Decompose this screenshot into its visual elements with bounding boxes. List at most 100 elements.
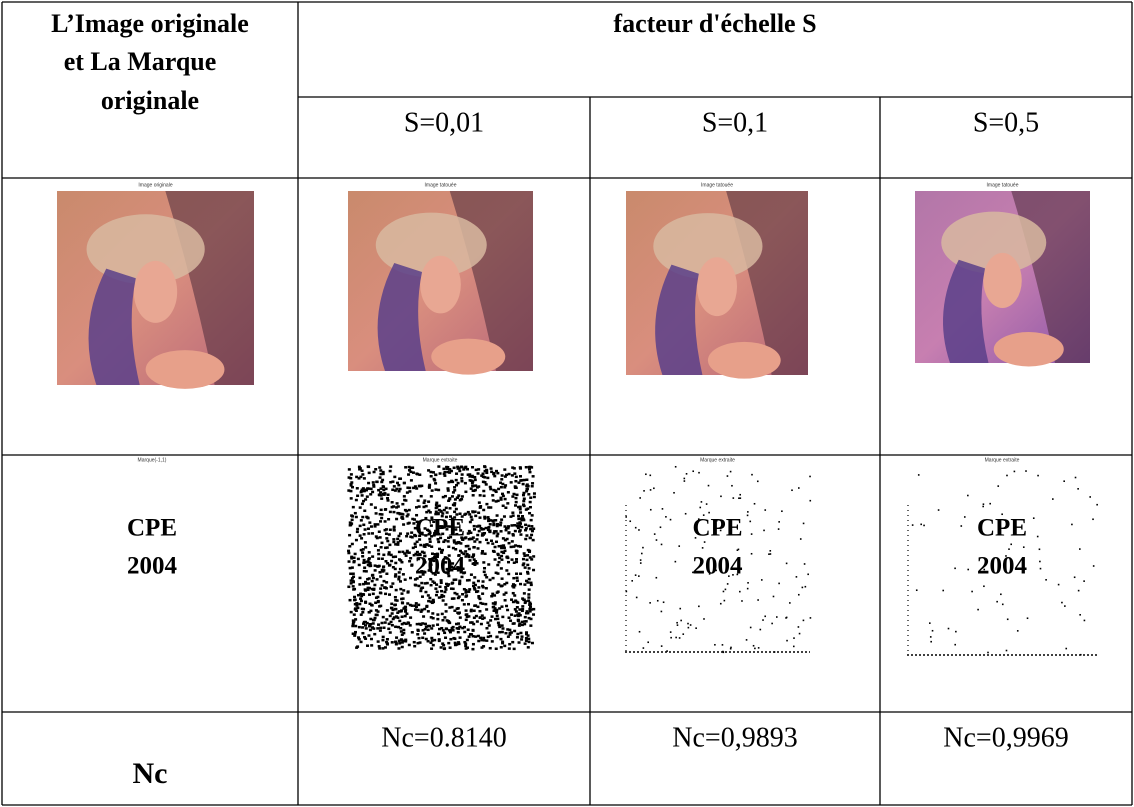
noise-dot bbox=[639, 631, 641, 633]
page: L’Image originale et La Marque originale… bbox=[0, 0, 1134, 807]
noise-dot bbox=[409, 557, 412, 560]
noise-dot bbox=[778, 583, 780, 585]
noise-dot bbox=[447, 481, 450, 484]
noise-dot bbox=[377, 553, 380, 556]
noise-dot bbox=[920, 524, 922, 526]
noise-dot bbox=[504, 507, 507, 510]
noise-dot bbox=[408, 551, 411, 554]
noise-dot bbox=[488, 624, 491, 627]
noise-dot bbox=[1065, 648, 1067, 650]
noise-dot bbox=[754, 648, 756, 650]
noise-dot bbox=[397, 541, 400, 544]
watermark: CPE2004 bbox=[907, 470, 1098, 655]
noise-dot bbox=[371, 555, 374, 558]
mark-caption: Marque extraite bbox=[985, 457, 1020, 463]
noise-dot bbox=[472, 511, 475, 514]
noise-dot bbox=[385, 618, 388, 621]
noise-dot bbox=[489, 506, 492, 509]
noise-dot bbox=[365, 627, 368, 630]
noise-dot bbox=[479, 494, 482, 497]
noise-dot bbox=[461, 593, 464, 596]
noise-dot bbox=[384, 593, 387, 596]
noise-dot bbox=[414, 584, 417, 587]
noise-dot bbox=[430, 627, 433, 630]
photo-content bbox=[653, 191, 808, 379]
noise-dot bbox=[355, 539, 358, 542]
noise-dot bbox=[521, 635, 524, 638]
noise-dot bbox=[354, 603, 357, 606]
noise-dot bbox=[478, 598, 481, 601]
noise-dot bbox=[365, 570, 368, 573]
noise-dot bbox=[1040, 568, 1042, 570]
noise-dot bbox=[361, 626, 364, 629]
noise-dot bbox=[478, 516, 481, 519]
noise-dot bbox=[437, 489, 440, 492]
noise-dot bbox=[392, 511, 395, 514]
noise-dot bbox=[764, 509, 766, 511]
noise-dot bbox=[355, 476, 358, 479]
noise-dot bbox=[469, 479, 472, 482]
noise-dot bbox=[522, 519, 525, 522]
noise-dot bbox=[431, 489, 434, 492]
noise-dot bbox=[473, 609, 476, 612]
watermark: CPE2004 bbox=[625, 466, 811, 653]
noise-dot bbox=[410, 531, 413, 534]
noise-dot bbox=[497, 561, 500, 564]
noise-dot bbox=[660, 526, 662, 528]
noise-dot bbox=[383, 627, 386, 630]
noise-dot bbox=[489, 523, 492, 526]
noise-dot bbox=[398, 642, 401, 645]
noise-dot bbox=[368, 472, 371, 475]
noise-dot bbox=[380, 497, 383, 500]
noise-dot bbox=[420, 495, 423, 498]
corner-header: et La Marque bbox=[64, 47, 217, 76]
noise-dot bbox=[499, 481, 502, 484]
noise-dot bbox=[518, 608, 521, 611]
noise-dot bbox=[447, 545, 450, 548]
noise-dot bbox=[476, 606, 479, 609]
noise-dot bbox=[399, 559, 402, 562]
noise-dot bbox=[395, 518, 398, 521]
noise-dot bbox=[430, 637, 433, 640]
noise-dot bbox=[354, 512, 357, 515]
noise-dot bbox=[515, 601, 518, 604]
noise-dot bbox=[356, 607, 359, 610]
noise-dot bbox=[657, 600, 659, 602]
noise-dot bbox=[526, 564, 529, 567]
noise-dot bbox=[419, 590, 422, 593]
noise-dot bbox=[348, 560, 351, 563]
noise-dot bbox=[403, 482, 406, 485]
noise-dot bbox=[355, 516, 358, 519]
column-header: S=0,1 bbox=[702, 107, 768, 138]
noise-dot bbox=[380, 509, 383, 512]
noise-dot bbox=[436, 623, 439, 626]
noise-dot bbox=[385, 641, 388, 644]
noise-dot bbox=[370, 644, 373, 647]
noise-dot bbox=[680, 620, 682, 622]
noise-dot bbox=[353, 599, 356, 602]
noise-dot bbox=[528, 471, 531, 474]
noise-dot bbox=[482, 580, 485, 583]
noise-dot bbox=[1052, 498, 1054, 500]
noise-dot bbox=[786, 617, 788, 619]
noise-dot bbox=[523, 592, 526, 595]
noise-dot bbox=[419, 641, 422, 644]
noise-dot bbox=[455, 479, 458, 482]
noise-dot bbox=[360, 600, 363, 603]
noise-dot bbox=[371, 574, 374, 577]
noise-dot bbox=[416, 629, 419, 632]
noise-dot bbox=[513, 648, 516, 651]
noise-dot bbox=[448, 471, 451, 474]
noise-dot bbox=[503, 486, 506, 489]
noise-dot bbox=[727, 475, 729, 477]
noise-dot bbox=[798, 487, 800, 489]
image-caption: Image originale bbox=[138, 182, 172, 188]
noise-dot bbox=[649, 475, 651, 477]
noise-dot bbox=[506, 538, 509, 541]
noise-dot bbox=[530, 618, 533, 621]
noise-dot bbox=[635, 527, 637, 529]
noise-dot bbox=[483, 571, 486, 574]
noise-dot bbox=[525, 466, 528, 469]
noise-dot bbox=[983, 503, 985, 505]
noise-dot bbox=[645, 473, 647, 475]
